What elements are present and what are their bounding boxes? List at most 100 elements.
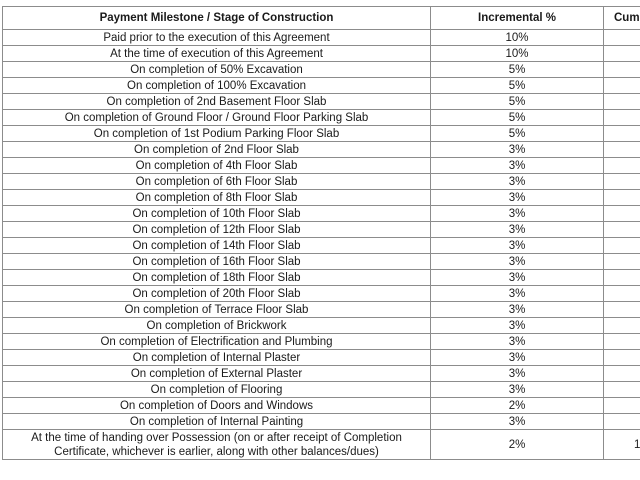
cumulative-percent-cell [603,349,640,366]
stage-cell: At the time of execution of this Agreeme… [2,45,431,62]
cumulative-percent-cell [603,301,640,318]
table-row: On completion of 20th Floor Slab 3% [2,285,640,302]
stage-cell: On completion of Ground Floor / Ground F… [2,109,431,126]
cumulative-percent-cell [603,253,640,270]
table-row: On completion of Ground Floor / Ground F… [2,109,640,126]
stage-cell: On completion of 1st Podium Parking Floo… [2,125,431,142]
incremental-percent-cell: 3% [430,189,604,206]
stage-cell: On completion of Terrace Floor Slab [2,301,431,318]
incremental-percent-cell: 3% [430,269,604,286]
cumulative-percent-cell [603,141,640,158]
stage-cell: On completion of 4th Floor Slab [2,157,431,174]
cumulative-percent-cell: 1 [603,429,640,460]
table-row: On completion of 100% Excavation 5% [2,77,640,94]
stage-cell: On completion of 20th Floor Slab [2,285,431,302]
incremental-percent-cell: 3% [430,365,604,382]
stage-cell: On completion of Internal Plaster [2,349,431,366]
table-row: At the time of handing over Possession (… [2,429,640,460]
cumulative-percent-cell [603,317,640,334]
header-stage: Payment Milestone / Stage of Constructio… [2,6,431,30]
table-row: Paid prior to the execution of this Agre… [2,29,640,46]
table-row: On completion of 12th Floor Slab 3% [2,221,640,238]
table-row: On completion of Doors and Windows 2% [2,397,640,414]
cumulative-percent-cell [603,365,640,382]
header-cumulative-percent: Cumu [603,6,640,30]
cumulative-percent-cell [603,413,640,430]
cumulative-percent-cell [603,397,640,414]
stage-cell: On completion of Internal Painting [2,413,431,430]
cumulative-percent-cell [603,93,640,110]
cumulative-percent-cell [603,109,640,126]
cumulative-percent-cell [603,77,640,94]
stage-cell: On completion of 14th Floor Slab [2,237,431,254]
cumulative-percent-cell [603,189,640,206]
table-row: On completion of 14th Floor Slab 3% [2,237,640,254]
cumulative-percent-cell [603,125,640,142]
stage-cell: On completion of Doors and Windows [2,397,431,414]
incremental-percent-cell: 3% [430,205,604,222]
table-row: On completion of External Plaster 3% [2,365,640,382]
cumulative-percent-cell [603,221,640,238]
payment-schedule-table: Payment Milestone / Stage of Constructio… [2,6,640,460]
stage-cell: On completion of External Plaster [2,365,431,382]
cumulative-percent-cell [603,173,640,190]
incremental-percent-cell: 5% [430,77,604,94]
table-row: On completion of 4th Floor Slab 3% [2,157,640,174]
incremental-percent-cell: 3% [430,221,604,238]
table-row: On completion of 6th Floor Slab 3% [2,173,640,190]
stage-cell: On completion of 100% Excavation [2,77,431,94]
incremental-percent-cell: 5% [430,61,604,78]
cumulative-percent-cell [603,61,640,78]
cumulative-percent-cell [603,237,640,254]
table-row: On completion of 1st Podium Parking Floo… [2,125,640,142]
incremental-percent-cell: 3% [430,413,604,430]
table-row: On completion of Flooring 3% [2,381,640,398]
table-row: On completion of 2nd Floor Slab 3% [2,141,640,158]
table-row: On completion of 10th Floor Slab 3% [2,205,640,222]
table-row: On completion of Terrace Floor Slab 3% [2,301,640,318]
incremental-percent-cell: 3% [430,253,604,270]
table-row: On completion of 50% Excavation 5% [2,61,640,78]
stage-cell: At the time of handing over Possession (… [2,429,431,460]
incremental-percent-cell: 5% [430,109,604,126]
cumulative-percent-cell [603,45,640,62]
incremental-percent-cell: 3% [430,157,604,174]
incremental-percent-cell: 3% [430,285,604,302]
incremental-percent-cell: 10% [430,29,604,46]
incremental-percent-cell: 3% [430,349,604,366]
table-row: At the time of execution of this Agreeme… [2,45,640,62]
cumulative-percent-cell [603,205,640,222]
stage-cell: On completion of 16th Floor Slab [2,253,431,270]
table-row: On completion of Electrification and Plu… [2,333,640,350]
table-row: On completion of Brickwork 3% [2,317,640,334]
header-row: Payment Milestone / Stage of Constructio… [2,6,640,30]
cumulative-percent-cell [603,29,640,46]
table-row: On completion of 8th Floor Slab 3% [2,189,640,206]
cumulative-percent-cell [603,269,640,286]
stage-cell: On completion of 2nd Basement Floor Slab [2,93,431,110]
stage-cell: On completion of 6th Floor Slab [2,173,431,190]
table-row: On completion of Internal Plaster 3% [2,349,640,366]
incremental-percent-cell: 3% [430,301,604,318]
stage-cell: On completion of 8th Floor Slab [2,189,431,206]
incremental-percent-cell: 3% [430,381,604,398]
stage-cell: On completion of Electrification and Plu… [2,333,431,350]
incremental-percent-cell: 3% [430,237,604,254]
incremental-percent-cell: 3% [430,173,604,190]
stage-cell: On completion of 50% Excavation [2,61,431,78]
cumulative-percent-cell [603,381,640,398]
table-row: On completion of 18th Floor Slab 3% [2,269,640,286]
incremental-percent-cell: 2% [430,429,604,460]
table-row: On completion of Internal Painting 3% [2,413,640,430]
stage-cell: On completion of Flooring [2,381,431,398]
header-incremental-percent: Incremental % [430,6,604,30]
cumulative-percent-cell [603,285,640,302]
table-body: Paid prior to the execution of this Agre… [2,29,640,460]
incremental-percent-cell: 10% [430,45,604,62]
incremental-percent-cell: 5% [430,93,604,110]
incremental-percent-cell: 2% [430,397,604,414]
stage-cell: On completion of 2nd Floor Slab [2,141,431,158]
stage-cell: On completion of 10th Floor Slab [2,205,431,222]
stage-cell: Paid prior to the execution of this Agre… [2,29,431,46]
